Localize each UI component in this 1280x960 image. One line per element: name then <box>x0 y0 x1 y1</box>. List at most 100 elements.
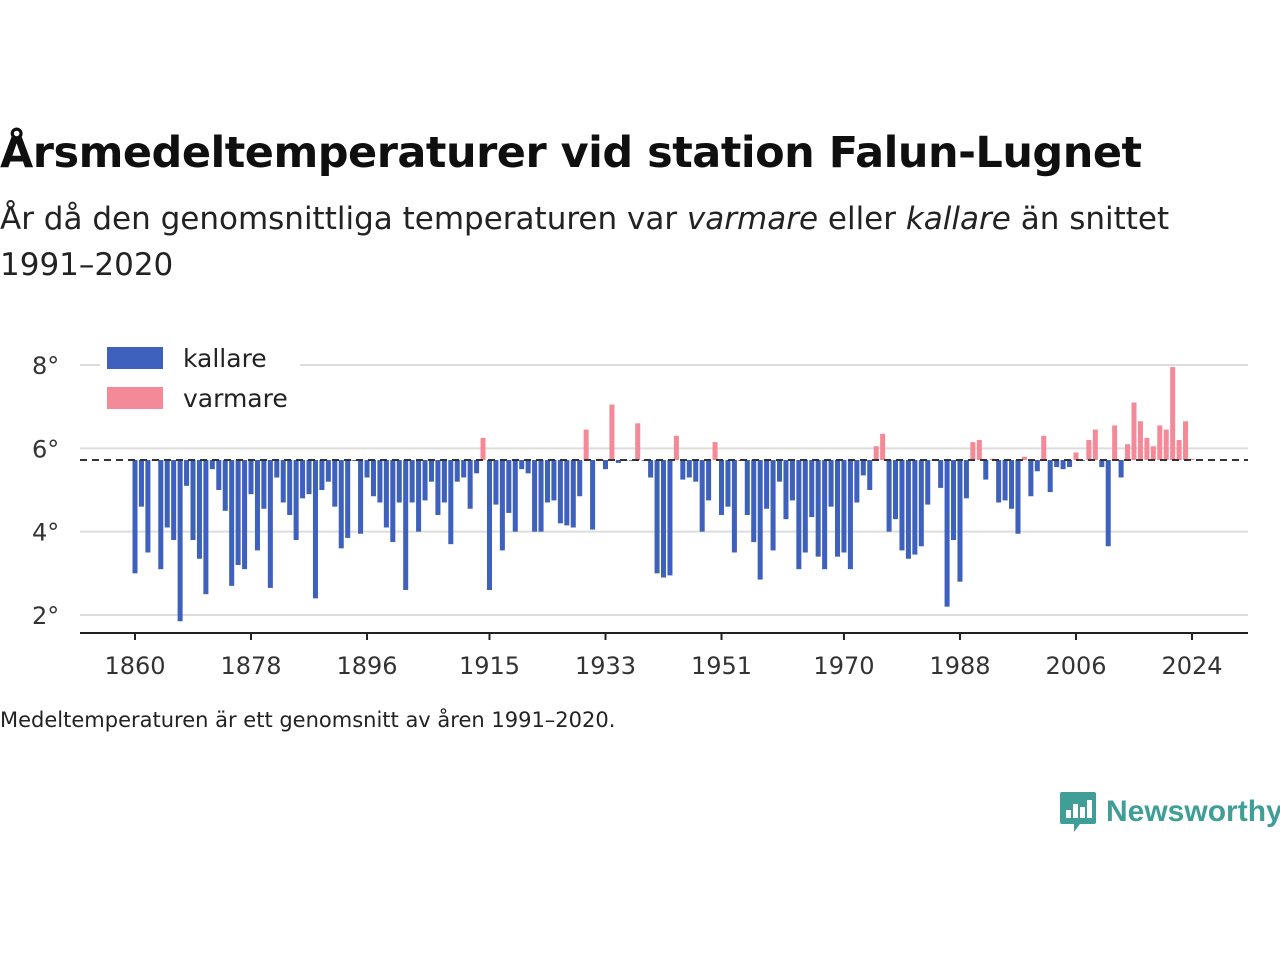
bar-2013 <box>1118 460 1124 478</box>
y-tick-label: 8° <box>32 352 59 380</box>
bar-1962 <box>789 460 795 501</box>
bar-2008 <box>1086 440 1092 460</box>
bar-1884 <box>287 460 293 515</box>
bar-1985 <box>938 460 944 488</box>
bar-1874 <box>222 460 228 511</box>
bar-2006 <box>1073 452 1079 460</box>
bar-1923 <box>538 460 544 532</box>
temperature-bar-chart: 2° 4° 6° 8° 1860 1878 1896 1915 1933 1951 1970 198… <box>32 340 1248 680</box>
x-tick-label: 1896 <box>336 652 397 680</box>
bar-1991 <box>976 440 982 460</box>
bar-1992 <box>983 460 989 480</box>
bar-1904 <box>416 460 422 532</box>
bar-1907 <box>435 460 441 515</box>
bar-1964 <box>802 460 808 553</box>
bar-1999 <box>1028 460 1034 497</box>
bar-2023 <box>1183 421 1189 460</box>
bar-1897 <box>370 460 376 497</box>
bar-1920 <box>519 460 525 470</box>
bar-1974 <box>867 460 873 490</box>
chart-title: Årsmedeltemperaturer vid station Falun-L… <box>0 128 1142 178</box>
bar-1970 <box>841 460 847 553</box>
bar-1868 <box>184 460 190 486</box>
bar-1876 <box>235 460 241 565</box>
bar-2002 <box>1047 460 1053 493</box>
bar-1980 <box>905 460 911 559</box>
bar-1913 <box>474 460 480 474</box>
bar-1947 <box>693 460 699 482</box>
bar-1950 <box>712 442 718 460</box>
bar-1865 <box>164 460 170 528</box>
bar-1990 <box>970 442 976 460</box>
bar-1937 <box>628 460 634 461</box>
bar-2021 <box>1170 367 1176 460</box>
subtitle-cold-word: kallare <box>905 201 1011 237</box>
legend: kallare varmare <box>100 340 300 418</box>
bar-2018 <box>1150 446 1156 460</box>
bar-2003 <box>1054 460 1060 468</box>
newsworthy-logo-icon <box>1060 792 1096 832</box>
bar-1958 <box>764 460 770 509</box>
bar-1866 <box>171 460 177 540</box>
x-tick-label: 1970 <box>813 652 874 680</box>
bar-1963 <box>796 460 802 570</box>
bar-1981 <box>912 460 918 555</box>
bar-2011 <box>1105 460 1111 547</box>
bar-1972 <box>854 460 860 503</box>
bar-1957 <box>757 460 763 580</box>
bar-1944 <box>673 435 679 460</box>
bar-1893 <box>345 460 351 538</box>
bar-2004 <box>1060 460 1066 470</box>
bar-1998 <box>1021 456 1027 460</box>
footnote: Medeltemperaturen är ett genomsnitt av å… <box>0 708 616 732</box>
bar-2017 <box>1144 437 1150 460</box>
bar-1955 <box>744 460 750 515</box>
bar-1960 <box>776 460 783 482</box>
bar-1887 <box>306 460 312 495</box>
bar-1966 <box>815 460 821 557</box>
bar-1903 <box>409 460 415 503</box>
x-tick-label: 1915 <box>459 652 520 680</box>
bar-1867 <box>177 460 183 622</box>
legend-label-kallare: kallare <box>183 344 267 373</box>
subtitle-part-b: eller <box>818 201 906 237</box>
bar-1940 <box>648 460 654 478</box>
bar-1935 <box>615 460 621 463</box>
bar-2016 <box>1137 421 1143 460</box>
bar-1929 <box>577 460 583 497</box>
bar-1901 <box>396 460 402 503</box>
bar-1917 <box>499 460 505 551</box>
bar-1925 <box>551 460 557 501</box>
bar-1889 <box>319 460 325 490</box>
x-axis: 1860 1878 1896 1915 1933 1951 1970 1988 2006 2024 <box>80 632 1248 680</box>
bar-1886 <box>300 460 306 499</box>
bar-1986 <box>944 460 950 607</box>
bar-2019 <box>1157 425 1163 460</box>
bar-2010 <box>1099 460 1105 468</box>
bar-1973 <box>860 460 866 476</box>
bar-1902 <box>403 460 409 590</box>
bar-1879 <box>254 460 260 551</box>
bar-1965 <box>809 460 815 518</box>
bar-1982 <box>918 460 924 547</box>
bar-1933 <box>602 460 609 470</box>
bar-1953 <box>731 460 737 553</box>
bar-1922 <box>532 460 538 532</box>
bar-1875 <box>229 460 235 586</box>
bar-1976 <box>880 433 886 460</box>
bar-1956 <box>751 460 757 543</box>
bar-1977 <box>886 460 892 532</box>
y-axis-ticks: 2° 4° 6° 8° <box>32 352 59 630</box>
bar-1878 <box>248 460 254 495</box>
bar-1941 <box>654 460 660 574</box>
bar-1945 <box>680 460 686 480</box>
legend-swatch-kallare <box>107 347 163 369</box>
bar-1927 <box>564 460 570 526</box>
bar-1979 <box>899 460 905 551</box>
bar-1942 <box>660 460 667 578</box>
bar-1905 <box>422 460 428 501</box>
bar-1899 <box>383 460 389 528</box>
bar-1885 <box>293 460 299 540</box>
bar-1910 <box>454 460 460 482</box>
bar-1915 <box>486 460 492 590</box>
